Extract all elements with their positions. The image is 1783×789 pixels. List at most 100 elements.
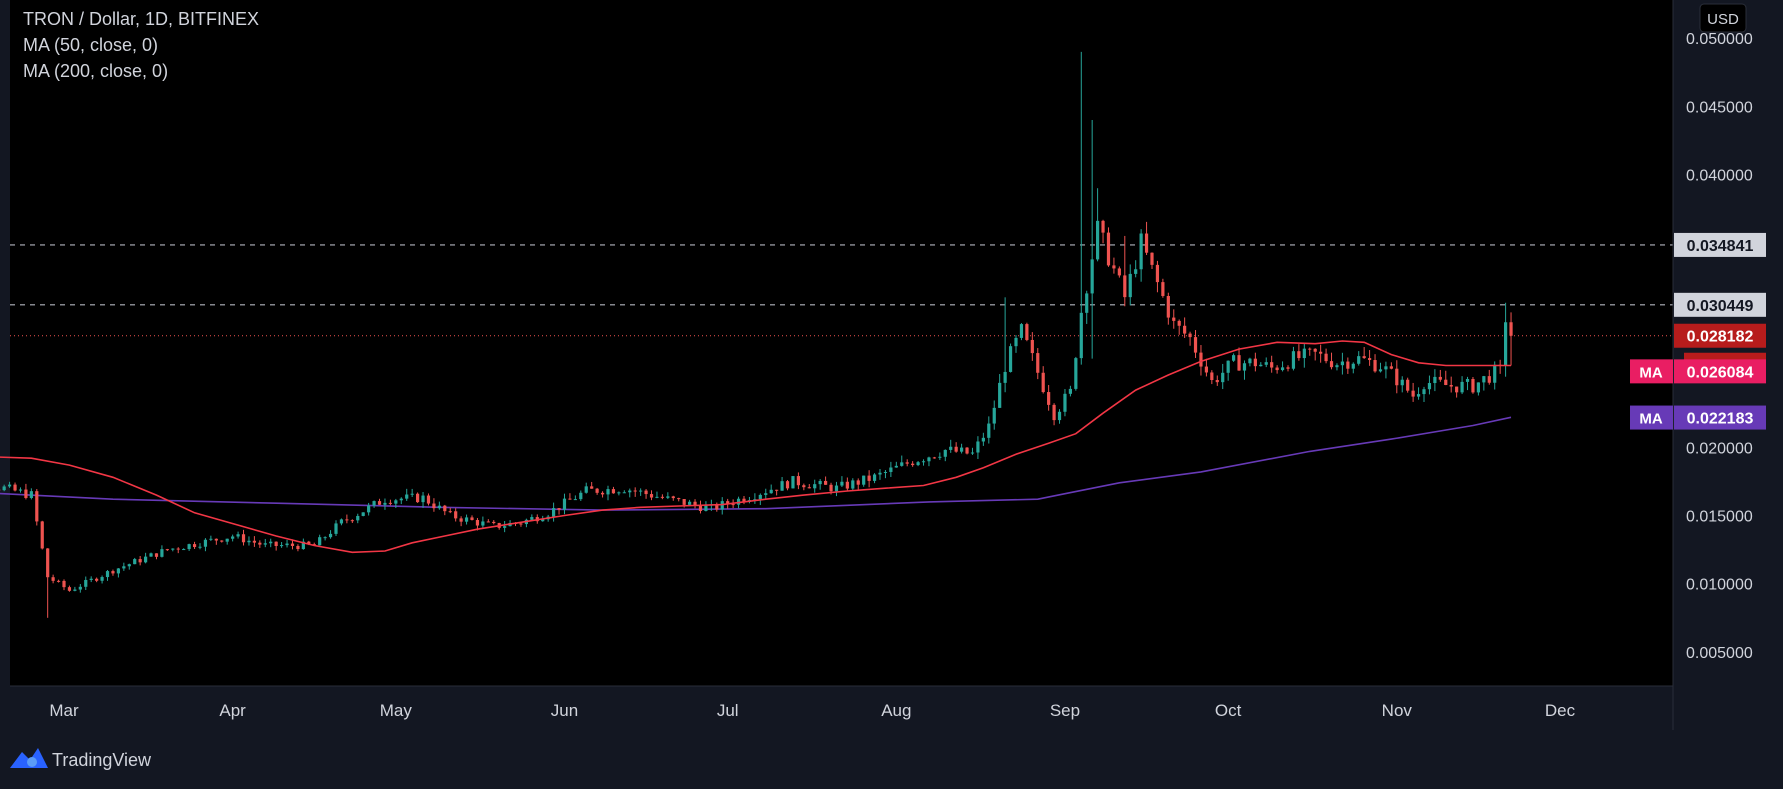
candle-body [840, 482, 843, 486]
candle-body [1460, 382, 1463, 392]
candle-body [819, 481, 822, 484]
candle-body [1439, 377, 1442, 380]
candle-body [1161, 282, 1164, 296]
candle-body [57, 581, 60, 582]
candle-body [982, 438, 985, 442]
candle-body [557, 508, 560, 510]
candle-body [247, 541, 250, 542]
candle-body [1221, 373, 1224, 382]
candle-body [285, 544, 288, 546]
candle-body [1455, 387, 1458, 393]
time-tick-label: Dec [1545, 701, 1576, 720]
candle-body [1014, 338, 1017, 346]
candle-body [345, 519, 348, 520]
candle-body [916, 462, 919, 465]
candle-body [1101, 221, 1104, 233]
candle-body [1281, 367, 1284, 370]
candle-body [356, 516, 359, 520]
candle-body [650, 494, 653, 497]
candle-body [1477, 382, 1480, 392]
time-tick-label: Jun [551, 701, 578, 720]
candle-body [1270, 362, 1273, 367]
candle-body [400, 499, 403, 501]
candle-body [1482, 376, 1485, 382]
candle-body [634, 491, 637, 492]
candle-body [1140, 234, 1143, 270]
candle-body [68, 587, 71, 591]
candle-body [1178, 321, 1181, 326]
candle-body [1009, 346, 1012, 372]
candle-body [579, 493, 582, 499]
candle-body [1292, 351, 1295, 369]
candle-body [655, 497, 658, 498]
candle-body [1286, 367, 1289, 368]
candle-body [786, 481, 789, 488]
candle-body [1237, 355, 1240, 370]
candle-body [1172, 318, 1175, 321]
candle-body [1466, 379, 1469, 382]
candle-body [1134, 269, 1137, 274]
candle-body [1085, 293, 1088, 312]
candle-body [443, 506, 446, 512]
chart-title: TRON / Dollar, 1D, BITFINEX [23, 9, 259, 29]
candle-body [813, 484, 816, 488]
candle-body [149, 553, 152, 556]
candle-body [449, 511, 452, 512]
candle-body [84, 580, 87, 587]
candle-body [236, 534, 239, 536]
candle-body [220, 541, 223, 542]
candle-body [1346, 362, 1349, 369]
price-tick-label: 0.040000 [1686, 168, 1753, 185]
candle-body [895, 466, 898, 468]
candle-body [1303, 349, 1306, 358]
candle-body [808, 487, 811, 488]
candle-body [1042, 373, 1045, 392]
candle-body [530, 517, 533, 520]
candle-body [215, 539, 218, 541]
candle-body [906, 462, 909, 463]
chart-background [10, 0, 1673, 686]
candle-body [585, 486, 588, 492]
candle-body [775, 490, 778, 491]
candle-body [106, 571, 109, 577]
time-tick-label: Nov [1382, 701, 1413, 720]
footer-bar [0, 730, 1783, 784]
candle-body [927, 457, 930, 461]
candle-body [1330, 361, 1333, 367]
candle-body [432, 504, 435, 509]
candle-body [1433, 377, 1436, 383]
candle-body [1096, 221, 1099, 260]
candle-body [1216, 380, 1219, 382]
candle-body [367, 506, 370, 513]
candle-body [601, 493, 604, 495]
candle-body [160, 549, 163, 557]
candle-body [1319, 352, 1322, 354]
candle-body [998, 383, 1001, 408]
candle-body [552, 508, 555, 517]
candle-body [209, 539, 212, 540]
candle-body [1395, 369, 1398, 386]
candle-body [1417, 394, 1420, 397]
candle-body [52, 577, 55, 581]
candle-body [574, 499, 577, 500]
candle-body [62, 581, 65, 587]
tradingview-brand: TradingView [52, 750, 152, 770]
candle-body [857, 480, 860, 484]
price-tick-label: 0.015000 [1686, 509, 1753, 526]
candle-body [688, 502, 691, 505]
candle-body [340, 519, 343, 523]
ma-value-label: 0.026084 [1687, 364, 1754, 381]
candle-body [35, 491, 38, 521]
candle-body [1150, 253, 1153, 265]
candle-body [1471, 379, 1474, 392]
time-tick-label: May [380, 701, 413, 720]
candle-body [938, 457, 941, 458]
candle-body [672, 496, 675, 498]
candle-body [1080, 313, 1083, 358]
candle-body [1276, 368, 1279, 371]
candle-body [1183, 326, 1186, 334]
candle-body [231, 536, 234, 538]
candle-body [1450, 385, 1453, 387]
candle-body [770, 490, 773, 493]
